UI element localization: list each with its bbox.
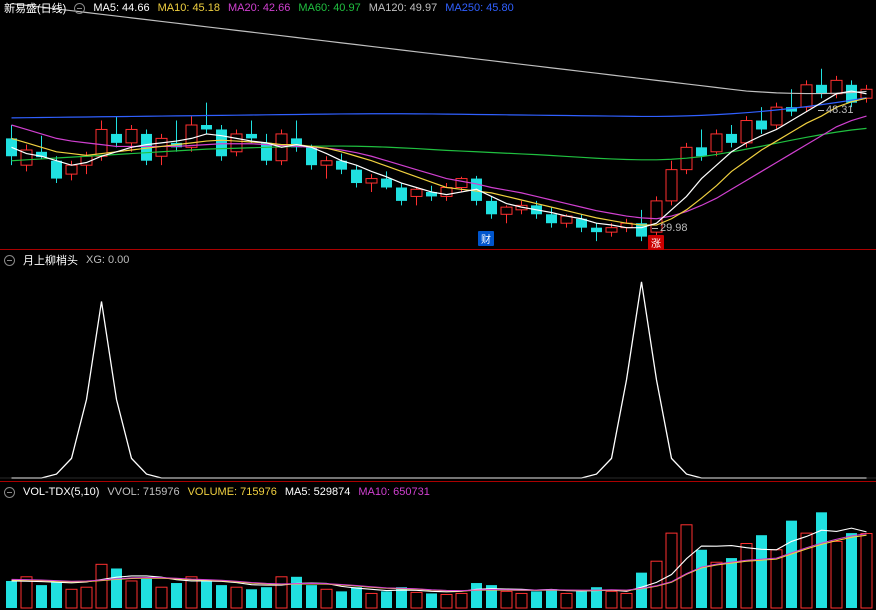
dropdown-icon[interactable] — [4, 487, 15, 498]
volume-header: VOL-TDX(5,10) VVOL: 715976 VOLUME: 71597… — [0, 484, 876, 500]
marker-财[interactable]: 财 — [478, 231, 494, 246]
ma250-label: MA250: 45.80 — [445, 2, 514, 14]
vol-ma5-label: MA5: 529874 — [285, 486, 350, 498]
vvol-label: VVOL: 715976 — [107, 486, 179, 498]
ma5-label: MA5: 44.66 — [93, 2, 149, 14]
dropdown-icon[interactable] — [4, 255, 15, 266]
ma120-label: MA120: 49.97 — [369, 2, 438, 14]
signal-extra: XG: 0.00 — [86, 254, 129, 266]
price-label: 29.98 — [660, 222, 688, 234]
signal-panel[interactable]: 月上柳梢头 XG: 0.00 — [0, 252, 876, 482]
dropdown-icon[interactable] — [74, 3, 85, 14]
ma60-label: MA60: 40.97 — [298, 2, 360, 14]
vol-ma10-label: MA10: 650731 — [358, 486, 430, 498]
candles-header: 新易盛(日线) MA5: 44.66 MA10: 45.18 MA20: 42.… — [0, 0, 876, 16]
stock-title: 新易盛(日线) — [4, 0, 66, 16]
candlestick-panel[interactable]: 新易盛(日线) MA5: 44.66 MA10: 45.18 MA20: 42.… — [0, 0, 876, 250]
volume-label: VOLUME: 715976 — [188, 486, 277, 498]
ma20-label: MA20: 42.66 — [228, 2, 290, 14]
candles-svg[interactable] — [0, 0, 876, 250]
signal-title: 月上柳梢头 — [23, 252, 78, 268]
marker-涨[interactable]: 涨 — [648, 235, 664, 250]
price-label: 48.31 — [826, 104, 854, 116]
vol-title: VOL-TDX(5,10) — [23, 486, 99, 498]
volume-panel[interactable]: VOL-TDX(5,10) VVOL: 715976 VOLUME: 71597… — [0, 484, 876, 610]
signal-svg[interactable] — [0, 252, 876, 482]
signal-header: 月上柳梢头 XG: 0.00 — [0, 252, 876, 268]
ma10-label: MA10: 45.18 — [158, 2, 220, 14]
volume-svg[interactable] — [0, 484, 876, 610]
